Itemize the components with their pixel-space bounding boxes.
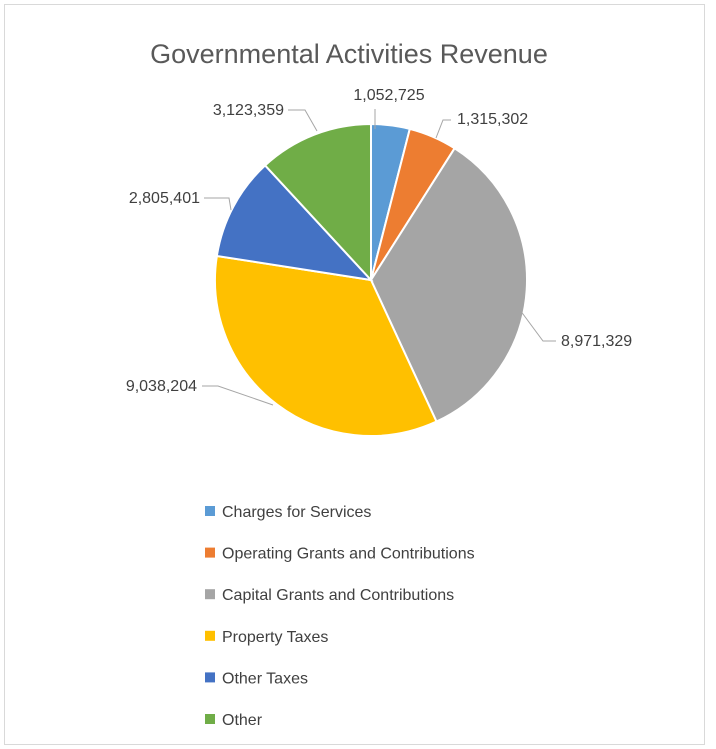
leader-line-property-taxes [202, 385, 274, 406]
data-label-other: 3,123,359 [213, 102, 284, 119]
data-label-operating-grants-and-contributions: 1,315,302 [457, 111, 528, 128]
leader-line-other [288, 109, 318, 132]
data-labels: 1,052,725 1,315,302 8,971,329 9,038,204 2,80… [126, 87, 632, 395]
pie-slice-other-taxes [215, 164, 374, 282]
legend-label-other-taxes: Other Taxes [222, 670, 308, 687]
chart-title: Governmental Activities Revenue [150, 39, 548, 69]
pie-chart: Governmental Activities Revenue 1,052,72… [126, 39, 632, 729]
legend-label-charges-for-services: Charges for Services [222, 504, 371, 521]
data-label-capital-grants-and-contributions: 8,971,329 [561, 333, 632, 350]
pie-slices [214, 122, 528, 437]
legend-swatch-other-taxes [205, 672, 215, 683]
legend-swatch-property-taxes [205, 630, 215, 641]
legend-swatch-charges-for-services [205, 506, 215, 516]
legend-label-property-taxes: Property Taxes [222, 629, 328, 646]
legend-label-operating-grants-and-contributions: Operating Grants and Contributions [222, 546, 475, 563]
pie-slice-property-taxes [214, 254, 438, 437]
chart-frame: Governmental Activities Revenue 1,052,72… [4, 4, 705, 745]
legend-swatch-other [205, 714, 215, 724]
data-label-property-taxes: 9,038,204 [126, 378, 197, 395]
pie-slice-capital-grants-and-contributions [369, 146, 528, 423]
leader-line-other-taxes [204, 197, 232, 211]
leader-lines [202, 109, 556, 406]
leader-line-capital-grants-and-contributions [519, 309, 556, 342]
legend-label-capital-grants-and-contributions: Capital Grants and Contributions [222, 587, 454, 604]
legend-label-other: Other [222, 712, 263, 729]
leader-line-operating-grants-and-contributions [435, 119, 451, 139]
legend-swatch-operating-grants-and-contributions [205, 547, 215, 558]
pie-slice-other [263, 122, 372, 283]
legend-swatch-capital-grants-and-contributions [205, 589, 215, 600]
data-label-other-taxes: 2,805,401 [129, 190, 200, 207]
data-label-charges-for-services: 1,052,725 [353, 87, 424, 104]
legend: Charges for Services Operating Grants and… [205, 504, 475, 729]
